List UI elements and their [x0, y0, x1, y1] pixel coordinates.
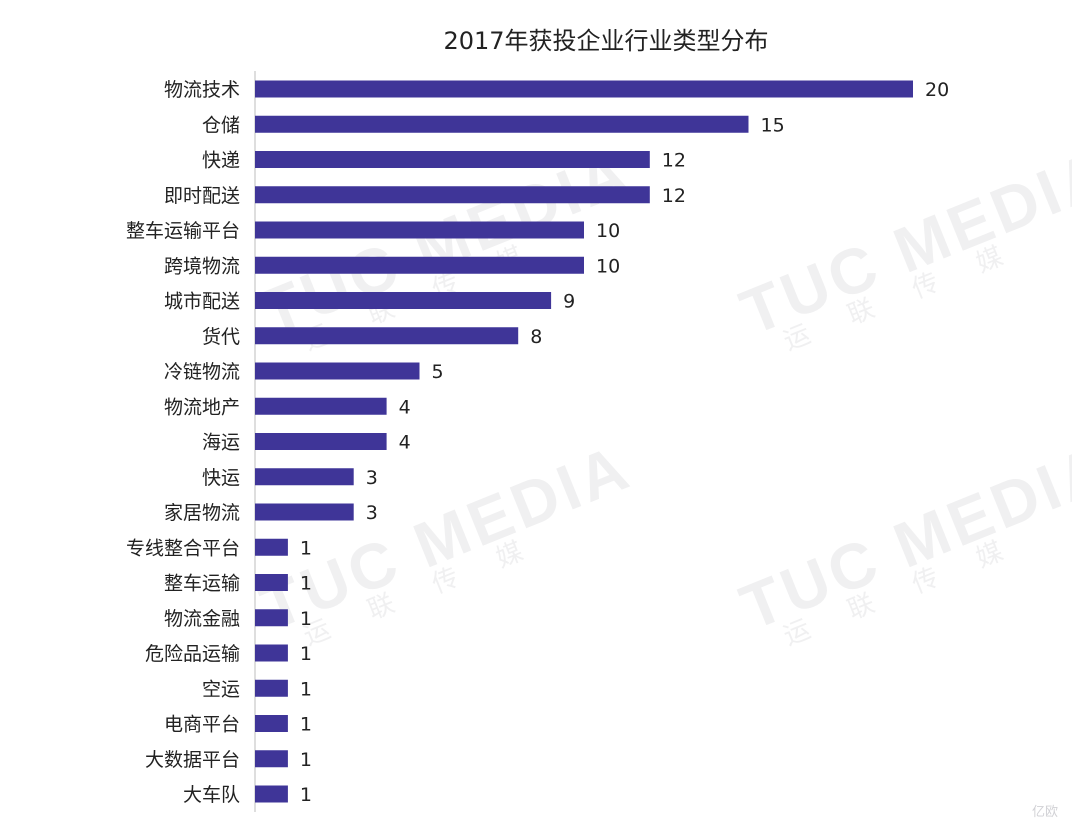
- bar: [255, 151, 650, 168]
- category-label: 电商平台: [164, 714, 240, 736]
- bar: [255, 644, 288, 662]
- bar: [255, 362, 420, 380]
- category-label: 物流金融: [164, 608, 240, 630]
- category-label: 大车队: [183, 784, 240, 806]
- value-label: 3: [366, 467, 378, 489]
- corner-logo: 亿欧: [1031, 804, 1058, 819]
- bar: [255, 609, 288, 627]
- category-label: 快递: [202, 150, 240, 172]
- bar: [255, 327, 519, 345]
- value-label: 1: [300, 643, 312, 665]
- value-label: 10: [596, 255, 620, 277]
- value-label: 1: [300, 537, 312, 559]
- category-label: 城市配送: [164, 291, 240, 313]
- value-label: 3: [366, 502, 378, 524]
- value-label: 9: [563, 291, 575, 313]
- bar: [255, 503, 354, 521]
- bar: [255, 186, 650, 204]
- value-label: 10: [596, 220, 620, 242]
- category-labels: 物流技术仓储快递即时配送整车运输平台跨境物流城市配送货代冷链物流物流地产海运快运…: [126, 79, 240, 806]
- value-label: 1: [300, 573, 312, 595]
- category-label: 货代: [202, 326, 240, 348]
- bar: [255, 292, 552, 309]
- value-label: 20: [925, 79, 949, 101]
- bar: [255, 80, 913, 98]
- bar: [255, 785, 288, 803]
- category-label: 物流技术: [164, 79, 240, 101]
- bar: [255, 221, 584, 239]
- category-label: 冷链物流: [164, 361, 240, 383]
- bars: [255, 80, 913, 803]
- value-label: 1: [300, 784, 312, 806]
- bar: [255, 256, 584, 274]
- bar: [255, 715, 288, 732]
- value-label: 15: [761, 114, 785, 136]
- value-label: 1: [300, 678, 312, 700]
- bar: [255, 750, 288, 768]
- bar: [255, 115, 749, 133]
- chart-title: 2017年获投企业行业类型分布: [443, 27, 768, 55]
- value-label: 12: [662, 150, 686, 172]
- category-label: 跨境物流: [164, 255, 240, 277]
- bar: [255, 679, 288, 697]
- bar: [255, 397, 387, 415]
- category-label: 家居物流: [164, 502, 240, 524]
- category-label: 快运: [202, 467, 240, 489]
- category-label: 即时配送: [164, 185, 240, 207]
- bar: [255, 574, 288, 591]
- value-label: 4: [399, 396, 411, 418]
- value-label: 4: [399, 432, 411, 454]
- value-label: 1: [300, 714, 312, 736]
- bar: [255, 538, 288, 556]
- value-label: 8: [530, 326, 542, 348]
- bar: [255, 468, 354, 486]
- value-label: 5: [432, 361, 444, 383]
- category-label: 空运: [202, 678, 240, 700]
- value-label: 12: [662, 185, 686, 207]
- value-label: 1: [300, 608, 312, 630]
- bar: [255, 433, 387, 450]
- category-label: 物流地产: [164, 396, 240, 418]
- category-label: 海运: [202, 432, 240, 454]
- category-label: 专线整合平台: [126, 537, 240, 559]
- value-label: 1: [300, 749, 312, 771]
- category-label: 整车运输平台: [126, 220, 240, 242]
- category-label: 大数据平台: [145, 749, 240, 771]
- category-label: 仓储: [202, 114, 240, 136]
- category-label: 危险品运输: [145, 643, 240, 665]
- category-label: 整车运输: [164, 573, 240, 595]
